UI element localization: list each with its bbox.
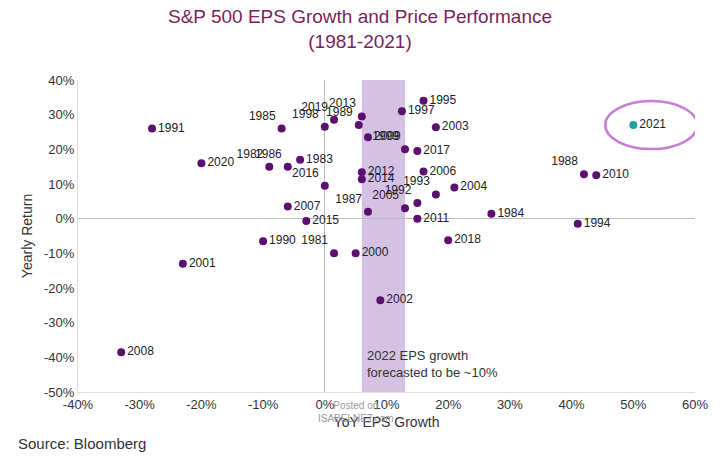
svg-text:20%: 20% <box>435 397 461 412</box>
svg-text:40%: 40% <box>559 397 585 412</box>
svg-text:0%: 0% <box>56 211 75 226</box>
svg-text:1990: 1990 <box>269 233 296 247</box>
svg-text:2013: 2013 <box>329 96 356 110</box>
svg-text:2008: 2008 <box>127 344 154 358</box>
svg-text:1988: 1988 <box>551 154 578 168</box>
svg-text:-30%: -30% <box>125 397 156 412</box>
svg-text:1983: 1983 <box>306 152 333 166</box>
svg-text:1997: 1997 <box>408 103 435 117</box>
svg-text:20%: 20% <box>48 142 74 157</box>
svg-text:2014: 2014 <box>368 171 395 185</box>
svg-text:1986: 1986 <box>255 147 282 161</box>
svg-text:1992: 1992 <box>385 183 412 197</box>
svg-text:2005: 2005 <box>372 188 399 202</box>
svg-text:0%: 0% <box>315 397 334 412</box>
svg-text:YoY EPS Growth: YoY EPS Growth <box>334 414 440 430</box>
svg-text:1995: 1995 <box>430 93 457 107</box>
svg-text:2007: 2007 <box>294 199 321 213</box>
svg-text:1982: 1982 <box>237 147 264 161</box>
svg-text:1991: 1991 <box>158 121 185 135</box>
svg-text:60%: 60% <box>682 397 708 412</box>
svg-text:2018: 2018 <box>454 232 481 246</box>
svg-text:-30%: -30% <box>44 315 75 330</box>
svg-text:1999: 1999 <box>372 129 399 143</box>
svg-text:2003: 2003 <box>442 119 469 133</box>
svg-text:2012: 2012 <box>368 164 395 178</box>
svg-text:Source: Bloomberg: Source: Bloomberg <box>18 435 146 452</box>
svg-text:50%: 50% <box>620 397 646 412</box>
svg-text:2009: 2009 <box>374 129 401 143</box>
svg-text:30%: 30% <box>48 107 74 122</box>
svg-text:40%: 40% <box>48 73 74 88</box>
svg-text:Posted onISABELNET.com: Posted onISABELNET.com <box>318 400 394 424</box>
svg-text:1985: 1985 <box>249 109 276 123</box>
svg-text:2020: 2020 <box>207 155 234 169</box>
svg-text:Yearly Return: Yearly Return <box>19 194 35 278</box>
svg-text:1981: 1981 <box>301 233 328 247</box>
svg-text:2022 EPS growthforecasted to b: 2022 EPS growthforecasted to be ~10% <box>367 348 498 380</box>
svg-text:S&P 500 EPS Growth and Price P: S&P 500 EPS Growth and Price Performance… <box>168 6 552 52</box>
svg-text:2006: 2006 <box>430 164 457 178</box>
svg-text:30%: 30% <box>497 397 523 412</box>
svg-text:2019: 2019 <box>301 100 328 114</box>
svg-text:1984: 1984 <box>497 206 524 220</box>
svg-text:2001: 2001 <box>189 256 216 270</box>
svg-text:-20%: -20% <box>186 397 217 412</box>
svg-text:2004: 2004 <box>460 179 487 193</box>
svg-text:10%: 10% <box>48 177 74 192</box>
svg-text:-50%: -50% <box>44 385 75 400</box>
svg-text:2002: 2002 <box>386 292 413 306</box>
svg-text:-40%: -40% <box>44 350 75 365</box>
svg-text:2010: 2010 <box>602 167 629 181</box>
svg-text:1998: 1998 <box>292 107 319 121</box>
svg-text:2011: 2011 <box>423 211 449 225</box>
svg-text:2015: 2015 <box>312 213 339 227</box>
svg-text:2017: 2017 <box>423 143 450 157</box>
svg-text:2016: 2016 <box>292 166 319 180</box>
svg-text:-40%: -40% <box>63 397 94 412</box>
svg-text:2000: 2000 <box>362 245 389 259</box>
svg-text:-10%: -10% <box>44 246 75 261</box>
svg-text:-10%: -10% <box>248 397 279 412</box>
svg-text:1987: 1987 <box>335 192 362 206</box>
svg-text:10%: 10% <box>373 397 399 412</box>
svg-text:1993: 1993 <box>403 174 430 188</box>
svg-text:1989: 1989 <box>326 105 353 119</box>
svg-text:1994: 1994 <box>584 216 611 230</box>
svg-text:2021: 2021 <box>639 117 666 131</box>
svg-text:-20%: -20% <box>44 281 75 296</box>
